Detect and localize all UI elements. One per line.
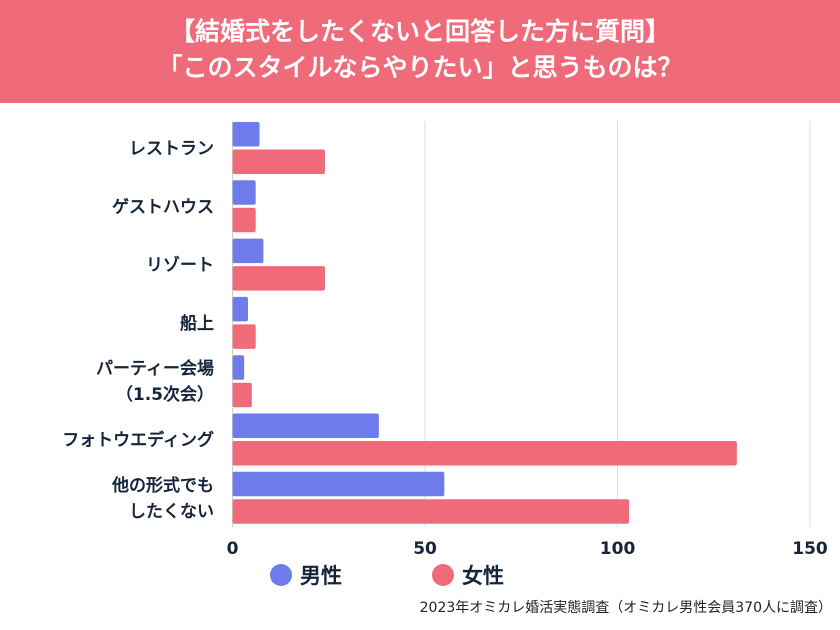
bar-female [232, 441, 737, 466]
category-label: （1.5次会） [116, 384, 214, 405]
x-tick-label: 50 [413, 539, 437, 559]
legend-swatch-male [270, 564, 292, 586]
legend-item-female: 女性 [432, 560, 504, 590]
legend-item-male: 男性 [270, 560, 342, 590]
category-label: 他の形式でも [111, 475, 214, 496]
x-tick-label: 100 [600, 539, 636, 559]
legend-swatch-female [432, 564, 454, 586]
bar-male [232, 413, 379, 438]
bar-female [232, 324, 256, 349]
category-label: リゾート [146, 256, 214, 276]
bar-male [232, 122, 260, 147]
bar-male [232, 180, 256, 205]
category-label: 船上 [180, 313, 214, 334]
bar-male [232, 296, 248, 322]
legend-label-male: 男性 [300, 564, 342, 588]
category-label: レストラン [129, 139, 214, 159]
bar-female [232, 207, 256, 233]
bar-male [232, 238, 264, 264]
bar-female [232, 149, 325, 174]
bar-male [232, 355, 245, 380]
category-label: フォトウエディング [62, 430, 214, 451]
bar-male [232, 471, 445, 497]
x-tick-label: 0 [227, 539, 239, 559]
title-line-1: 【結婚式をしたくないと回答した方に質問】 [169, 17, 670, 46]
bar-female [232, 382, 252, 408]
x-tick-label: 150 [792, 539, 828, 559]
title-line-2: 「このスタイルならやりたい」と思うものは？ [157, 53, 683, 82]
bar-female [232, 499, 630, 524]
legend-label-female: 女性 [462, 564, 504, 588]
category-label: したくない [129, 502, 214, 522]
legend: 男性 女性 [270, 560, 594, 590]
category-label: パーティー会場 [96, 358, 214, 379]
source-note: 2023年オミカレ婚活実態調査（オミカレ男性会員370人に調査） [419, 600, 832, 616]
chart-title: 【結婚式をしたくないと回答した方に質問】 「このスタイルならやりたい」と思うもの… [0, 0, 840, 103]
category-label: ゲストハウス [112, 196, 214, 217]
bar-female [232, 266, 325, 291]
